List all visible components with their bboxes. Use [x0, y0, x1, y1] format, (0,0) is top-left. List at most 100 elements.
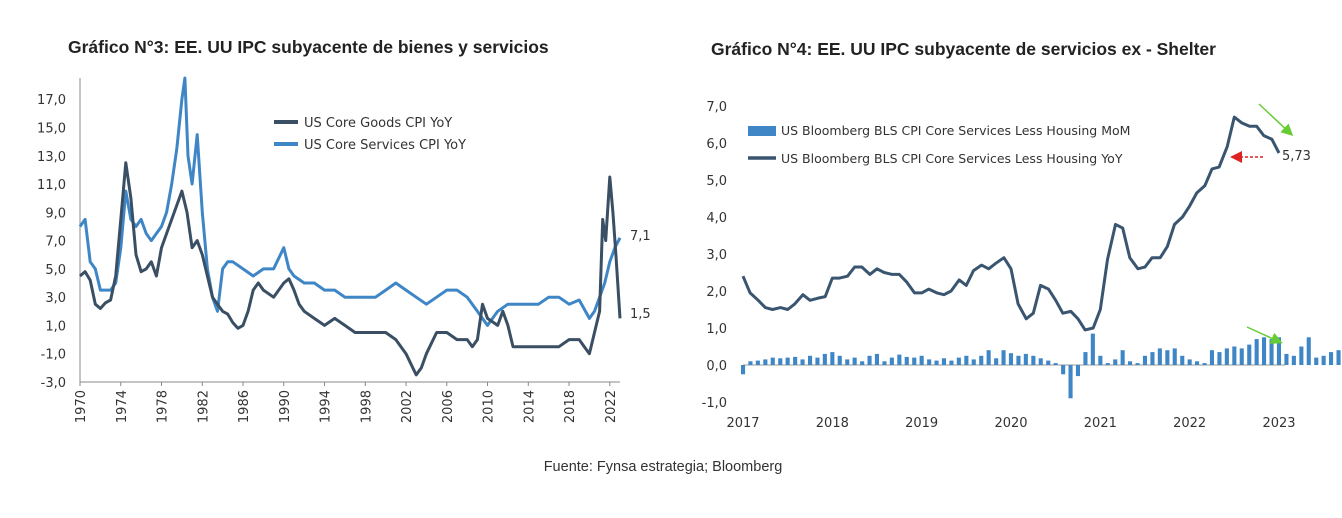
mom-bar — [1001, 350, 1006, 365]
x-tick-label: 2020 — [994, 416, 1027, 431]
annotation-services-last: 7,1 — [630, 229, 651, 244]
chart-right: 7,0 6,0 5,0 4,0 3,0 2,0 1,0 0,0 -1,0 2017 2018 2019… — [702, 100, 1341, 431]
right-line — [741, 115, 1281, 332]
y-tick-label: 9,0 — [45, 206, 66, 221]
mom-bar — [1180, 355, 1185, 366]
mom-bar — [815, 357, 820, 365]
mom-bar — [1276, 337, 1281, 366]
mom-bar — [919, 355, 924, 366]
green-arrow-top — [1258, 103, 1294, 137]
mom-bar — [1262, 337, 1267, 366]
x-tick-label: 2006 — [441, 390, 456, 423]
mom-bar — [994, 358, 999, 365]
y-tick-label: 11,0 — [37, 178, 66, 193]
mom-bar — [1202, 363, 1207, 365]
x-tick-label: 2017 — [726, 416, 759, 431]
mom-bar — [763, 359, 768, 365]
mom-bar — [1254, 339, 1259, 365]
mom-bar — [755, 360, 760, 365]
x-tick-label: 2022 — [604, 390, 619, 423]
mom-bar — [927, 359, 932, 365]
mom-bar — [830, 352, 835, 365]
y-tick-label: 3,0 — [706, 248, 727, 263]
legend-label-mom: US Bloomberg BLS CPI Core Services Less … — [781, 123, 1130, 138]
left-legend: US Core Goods CPI YoY US Core Services C… — [274, 116, 466, 153]
mom-bar — [1023, 353, 1028, 365]
y-tick-label: 6,0 — [706, 137, 727, 152]
mom-bar — [1187, 359, 1192, 365]
mom-bar — [1038, 358, 1043, 365]
mom-bar — [1090, 333, 1095, 365]
mom-bar — [1157, 348, 1162, 365]
y-tick-label: 4,0 — [706, 211, 727, 226]
mom-bar — [800, 359, 805, 365]
mom-bar — [1165, 350, 1170, 365]
mom-bar — [845, 359, 850, 365]
y-tick-label: 15,0 — [37, 121, 66, 136]
mom-bar — [1128, 361, 1133, 365]
chart-left: 17,0 15,0 13,0 11,0 9,0 7,0 5,0 3,0 1,0 -1,0 -3,0 1… — [37, 76, 651, 423]
mom-bar — [1217, 352, 1222, 365]
mom-bar — [1068, 365, 1073, 399]
legend-label-yoy: US Bloomberg BLS CPI Core Services Less … — [781, 151, 1123, 166]
mom-bar — [1120, 350, 1125, 365]
mom-bar — [748, 361, 753, 365]
mom-bar — [860, 361, 865, 365]
right-axes: 7,0 6,0 5,0 4,0 3,0 2,0 1,0 0,0 -1,0 2017 2018 2019… — [702, 100, 1296, 431]
x-tick-label: 2002 — [400, 390, 415, 423]
mom-bar — [1224, 348, 1229, 365]
mom-bar — [1135, 363, 1140, 365]
right-bars — [741, 333, 1341, 399]
x-tick-label: 1990 — [278, 390, 293, 423]
series-line-goods — [79, 161, 622, 377]
annotation-goods-last: 1,5 — [630, 307, 651, 322]
mom-bar — [1113, 359, 1118, 365]
mom-bar — [1321, 355, 1326, 366]
y-tick-label: 7,0 — [45, 235, 66, 250]
mom-bar — [1209, 350, 1214, 365]
x-tick-label: 2014 — [522, 390, 537, 423]
y-tick-label: -1,0 — [41, 348, 66, 363]
mom-bar — [1008, 353, 1013, 365]
x-tick-label: 2022 — [1173, 416, 1206, 431]
mom-bar — [1150, 352, 1155, 365]
left-lines — [78, 76, 622, 377]
mom-bar — [979, 355, 984, 366]
green-arrow-bottom — [1246, 326, 1283, 344]
mom-bar — [852, 357, 857, 365]
mom-bar — [785, 357, 790, 365]
x-tick-label: 1998 — [359, 390, 374, 423]
mom-bar — [741, 365, 746, 375]
y-tick-label: 5,0 — [45, 263, 66, 278]
mom-bar — [1053, 363, 1058, 365]
mom-bar — [897, 354, 902, 365]
mom-bar — [912, 357, 917, 365]
y-tick-label: 13,0 — [37, 150, 66, 165]
mom-bar — [1031, 355, 1036, 366]
legend-label-services: US Core Services CPI YoY — [304, 138, 466, 153]
x-tick-label: 1982 — [196, 390, 211, 423]
mom-bar — [1075, 365, 1080, 377]
mom-bar — [956, 357, 961, 365]
mom-bar — [874, 353, 879, 365]
mom-bar — [837, 355, 842, 366]
x-tick-label: 1986 — [237, 390, 252, 423]
mom-bar — [1232, 346, 1237, 365]
mom-bar — [1299, 346, 1304, 365]
x-tick-label: 2021 — [1084, 416, 1117, 431]
x-tick-label: 1994 — [319, 390, 334, 423]
mom-bar — [889, 357, 894, 365]
mom-bar — [867, 355, 872, 366]
x-tick-label: 2018 — [816, 416, 849, 431]
y-tick-label: -3,0 — [41, 376, 66, 391]
mom-bar — [986, 350, 991, 365]
left-axes: 17,0 15,0 13,0 11,0 9,0 7,0 5,0 3,0 1,0 -1,0 -3,0 1… — [37, 78, 620, 423]
y-tick-label: -1,0 — [702, 396, 727, 411]
mom-bar — [793, 356, 798, 365]
mom-bar — [1284, 353, 1289, 365]
x-tick-label: 2019 — [905, 416, 938, 431]
y-tick-label: 0,0 — [706, 359, 727, 374]
mom-bar — [971, 359, 976, 365]
y-tick-label: 17,0 — [37, 93, 66, 108]
mom-bar — [1314, 357, 1319, 365]
